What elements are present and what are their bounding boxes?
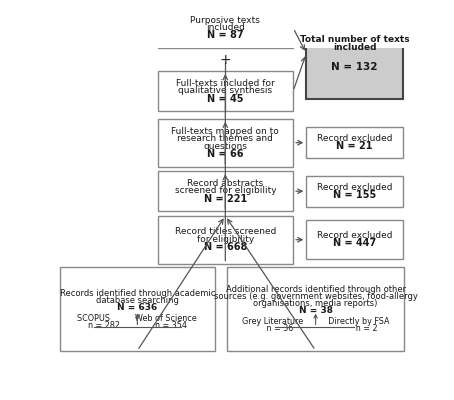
Text: Record abstracts: Record abstracts — [187, 179, 263, 188]
Text: n = 282              n = 354: n = 282 n = 354 — [88, 320, 187, 330]
Text: N = 447: N = 447 — [333, 238, 376, 248]
Text: sources (e.g. government websites, food-allergy: sources (e.g. government websites, food-… — [214, 292, 418, 301]
Text: for eligibility: for eligibility — [197, 235, 254, 244]
Text: Record excluded: Record excluded — [317, 134, 393, 143]
Text: Total number of texts: Total number of texts — [300, 35, 410, 44]
Text: research themes and: research themes and — [178, 134, 273, 143]
Text: Purposive texts: Purposive texts — [190, 16, 260, 25]
Text: SCOPUS          Web of Science: SCOPUS Web of Science — [78, 314, 197, 323]
FancyBboxPatch shape — [306, 127, 403, 158]
Text: included: included — [333, 42, 376, 52]
Text: Record excluded: Record excluded — [317, 231, 393, 240]
Text: N = 87: N = 87 — [207, 30, 244, 40]
FancyBboxPatch shape — [60, 268, 215, 351]
Text: Additional records identified through other: Additional records identified through ot… — [226, 285, 406, 294]
Text: Full-texts included for: Full-texts included for — [176, 79, 275, 88]
Text: Record excluded: Record excluded — [317, 183, 393, 192]
FancyBboxPatch shape — [158, 171, 293, 211]
Text: n = 36                         n = 2: n = 36 n = 2 — [254, 324, 377, 333]
Text: database searching: database searching — [96, 296, 179, 304]
Text: N = 668: N = 668 — [204, 242, 247, 252]
Text: Full-texts mapped on to: Full-texts mapped on to — [172, 127, 279, 136]
FancyBboxPatch shape — [158, 8, 293, 48]
Text: N = 66: N = 66 — [207, 149, 243, 159]
Text: +: + — [219, 52, 231, 66]
FancyBboxPatch shape — [227, 268, 404, 351]
FancyBboxPatch shape — [306, 8, 403, 99]
Text: Grey Literature          Directly by FSA: Grey Literature Directly by FSA — [242, 317, 390, 326]
FancyBboxPatch shape — [158, 216, 293, 264]
FancyBboxPatch shape — [306, 220, 403, 259]
Text: N = 221: N = 221 — [204, 194, 247, 204]
FancyBboxPatch shape — [158, 119, 293, 166]
Text: Record titles screened: Record titles screened — [175, 228, 276, 236]
Text: N = 21: N = 21 — [336, 142, 373, 152]
Text: organisations, media reports): organisations, media reports) — [253, 299, 378, 308]
Text: screened for eligibility: screened for eligibility — [174, 186, 276, 196]
Text: N = 38: N = 38 — [299, 306, 333, 315]
FancyBboxPatch shape — [306, 176, 403, 207]
Text: qualitative synthesis: qualitative synthesis — [178, 86, 272, 95]
Text: Records identified through academic: Records identified through academic — [59, 288, 215, 298]
Text: included: included — [206, 23, 245, 32]
Text: N = 132: N = 132 — [331, 62, 378, 72]
Text: N = 45: N = 45 — [207, 94, 243, 104]
FancyBboxPatch shape — [158, 71, 293, 111]
Text: questions: questions — [203, 142, 247, 151]
Text: N = 636: N = 636 — [117, 303, 158, 312]
Text: N = 155: N = 155 — [333, 190, 376, 200]
